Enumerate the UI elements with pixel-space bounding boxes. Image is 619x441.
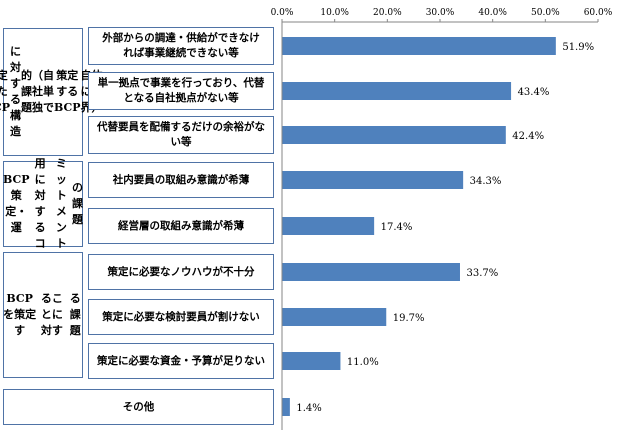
group-label: BCP策定・運 用に対するコ ミットメント の課題 (3, 157, 83, 250)
group-label-box (3, 252, 83, 378)
group-label-box (3, 161, 83, 247)
category-text: 単一拠点で事業を行っており、代替 となる自社拠点がない等 (97, 77, 265, 104)
category-label: 外部からの調達・供給ができなけ れば事業継続できない等 (88, 27, 274, 65)
x-tick-label: 0.0% (271, 8, 294, 18)
data-label: 42.4% (512, 131, 544, 142)
category-label: 代替要員を配備するだけの余裕がな い等 (88, 116, 274, 154)
data-label: 1.4% (296, 403, 321, 414)
data-label: 19.7% (393, 313, 425, 324)
category-text: その他 (122, 400, 155, 413)
bar (282, 352, 341, 370)
x-tick-label: 40.0% (478, 8, 507, 18)
category-label: 社内要員の取組み意識が希薄 (88, 162, 274, 198)
bar (282, 171, 464, 189)
data-label: 33.7% (466, 268, 498, 279)
category-label: 策定に必要なノウハウが不十分 (88, 254, 274, 290)
data-label: 51.9% (562, 42, 594, 53)
category-text: 策定に必要な資金・予算が足りない (97, 354, 265, 367)
category-label: 策定に必要な資金・予算が足りない (88, 343, 274, 379)
category-text: 外部からの調達・供給ができなけ れば事業継続できない等 (102, 32, 260, 59)
bar (282, 398, 290, 416)
data-label: 43.4% (518, 87, 550, 98)
data-label: 34.3% (470, 176, 502, 187)
category-text: 経営層の取組み意識が希薄 (118, 219, 244, 232)
category-label: 策定に必要な検討要員が割けない (88, 299, 274, 335)
bar (282, 308, 387, 326)
category-text: 社内要員の取組み意識が希薄 (112, 173, 250, 186)
bar (282, 217, 375, 235)
bar (282, 263, 460, 281)
x-tick-label: 20.0% (373, 8, 402, 18)
group-label: BCPを策定す ることに対す る課題 (3, 292, 81, 337)
category-text: 策定に必要なノウハウが不十分 (107, 265, 255, 278)
bar (282, 37, 556, 55)
category-text: 策定に必要な検討要員が割けない (102, 310, 260, 323)
category-label-other: その他 (3, 389, 274, 425)
data-label: 17.4% (381, 222, 413, 233)
x-tick-label: 60.0% (584, 8, 613, 18)
x-tick-label: 50.0% (531, 8, 560, 18)
data-label: 11.0% (347, 357, 379, 368)
bar (282, 126, 506, 144)
x-tick-label: 30.0% (426, 8, 455, 18)
x-tick-label: 10.0% (320, 8, 349, 18)
category-label: 単一拠点で事業を行っており、代替 となる自社拠点がない等 (88, 72, 274, 110)
category-label: 経営層の取組み意識が希薄 (88, 208, 274, 244)
group-label-box (3, 28, 83, 156)
bar (282, 82, 512, 100)
category-text: 代替要員を配備するだけの余裕がな い等 (97, 121, 265, 148)
